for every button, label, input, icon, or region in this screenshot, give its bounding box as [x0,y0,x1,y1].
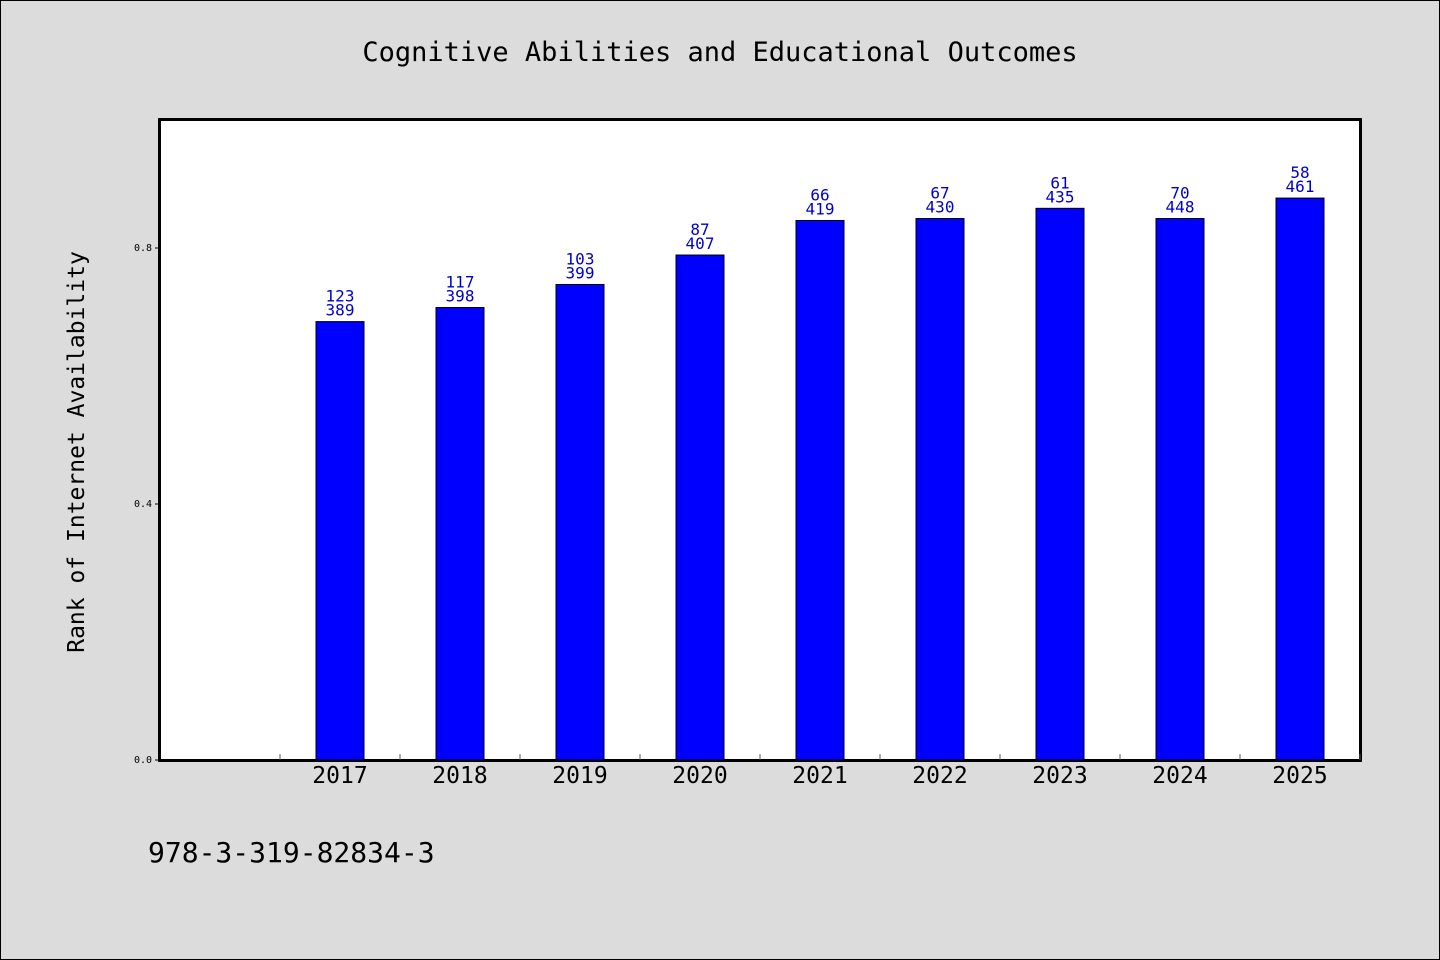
data-label-bottom: 398 [446,287,475,306]
bar-2021 [795,219,845,761]
bar-2023 [1035,207,1085,761]
x-tick-label: 2019 [552,763,607,789]
data-label-top: 67 [930,184,949,203]
bar-2022 [915,218,965,761]
bar-2025 [1275,197,1325,761]
x-tick-label: 2020 [672,763,727,789]
data-label-bottom: 461 [1286,177,1315,196]
data-label-top: 117 [446,273,475,292]
data-label-bottom: 435 [1046,187,1075,206]
x-tick-label: 2025 [1272,763,1327,789]
y-tick-label: 0.4 [134,499,152,510]
data-label-top: 61 [1050,173,1069,192]
data-label-top: 103 [566,249,595,268]
data-label-top: 58 [1290,163,1309,182]
x-tick-label: 2017 [312,763,367,789]
y-axis-ticks: 0.0 0.4 0.8 [134,243,161,766]
data-label-bottom: 389 [326,301,355,320]
x-axis-ticks: 2017 2018 2019 2020 2021 2022 2023 2024 2025 [279,754,1361,789]
chart-title: Cognitive Abilities and Educational Outc… [362,37,1077,68]
data-label-top: 70 [1170,184,1189,203]
data-label-bottom: 407 [686,234,715,253]
data-label-bottom: 430 [926,198,955,217]
data-label-bottom: 399 [566,263,595,282]
bar-2020 [675,254,725,761]
y-tick-label: 0.0 [134,755,152,766]
data-label-top: 123 [326,287,355,306]
bar-2017 [315,321,365,761]
data-label-bottom: 419 [806,199,835,218]
y-tick-label: 0.8 [134,243,152,254]
isbn-text: 978-3-319-82834-3 [148,836,435,869]
data-label-bottom: 448 [1166,198,1195,217]
x-tick-label: 2021 [792,763,847,789]
data-label-top: 66 [810,185,829,204]
bar-2019 [555,283,605,761]
x-tick-label: 2023 [1032,763,1087,789]
y-axis-label: Rank of Internet Availability [64,251,90,653]
bar-2024 [1155,218,1205,761]
x-tick-label: 2018 [432,763,487,789]
bar-2018 [435,307,485,761]
x-tick-label: 2024 [1152,763,1207,789]
bars [315,197,1325,761]
data-label-top: 87 [690,220,709,239]
x-tick-label: 2022 [912,763,967,789]
